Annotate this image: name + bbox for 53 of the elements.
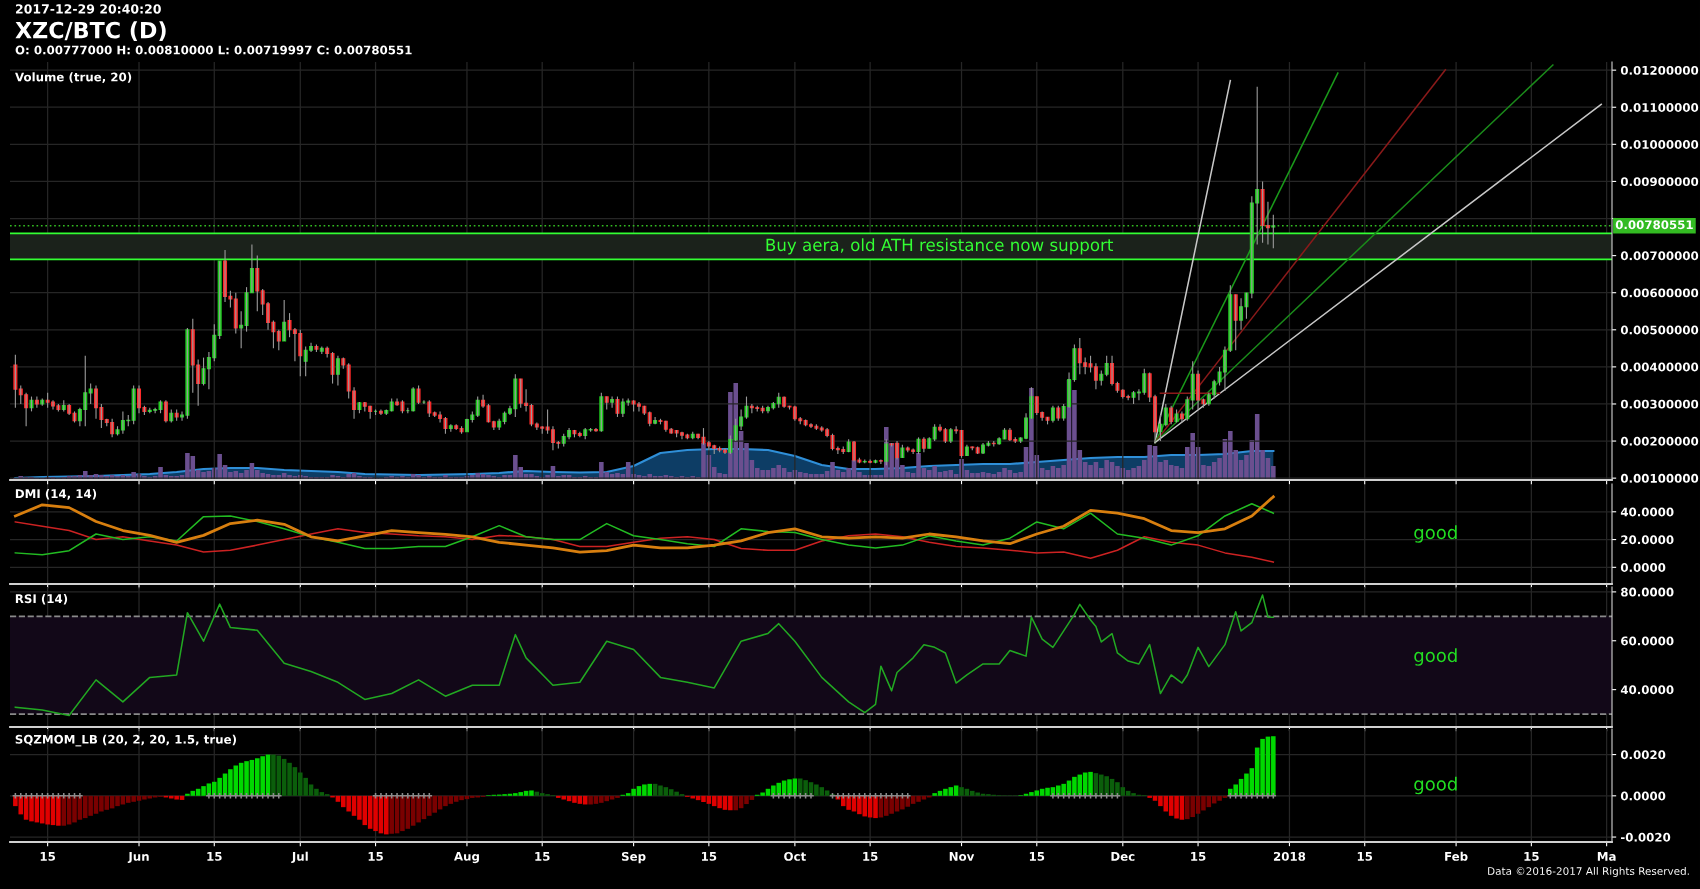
y-tick-label: 0.00100000 (1620, 473, 1699, 483)
y-tick-label: 0.0020 (1620, 750, 1666, 760)
chart-title: Volume (true, 20) (15, 72, 132, 83)
y-tick-label: 0.01000000 (1620, 140, 1699, 149)
chart-title: DMI (14, 14) (15, 489, 97, 500)
y-tick-label: 0.01200000 (1620, 65, 1699, 75)
y-tick-label: 0.00400000 (1620, 362, 1699, 372)
y-tick-label: 40.0000 (1620, 507, 1674, 517)
x-tick-label: 15 (368, 852, 383, 861)
y-tick-label: -0.0020 (1620, 832, 1671, 842)
x-tick-label: Sep (621, 851, 646, 864)
x-tick-label: 15 (863, 852, 878, 861)
y-tick-label: 0.0000 (1620, 563, 1666, 572)
x-tick-label: Dec (1111, 852, 1135, 861)
x-tick-label: Nov (949, 852, 975, 861)
y-tick-label: 0.00300000 (1620, 399, 1699, 409)
x-tick-label: 15 (535, 852, 550, 861)
x-tick-label: Jul (291, 851, 308, 864)
y-tick-label: 0.00600000 (1620, 288, 1699, 298)
text: O: 0.00777000 H: 0.00810000 L: 0.00719997 C: 0.00780551 (15, 45, 412, 55)
text: Data ©2016-2017 All Rights Reserved. (1488, 866, 1689, 878)
x-tick-label: 15 (1191, 852, 1206, 861)
y-tick-label: 0.00700000 (1620, 251, 1699, 261)
x-tick-label: Feb (1445, 851, 1468, 861)
chart-title: SQZMOM_LB (20, 2, 20, 1.5, true) (15, 734, 236, 747)
y-tick-label: 0.00900000 (1620, 177, 1699, 187)
x-tick-label: 15 (1524, 852, 1539, 861)
y-tick-label: 0.00200000 (1620, 436, 1699, 446)
text: 2017-12-29 20:40:20 (15, 4, 161, 14)
band-label: Buy aera, old ATH resistance now support (766, 238, 1114, 255)
annotation: good (1414, 525, 1457, 543)
y-tick-label: 0.00500000 (1620, 325, 1699, 335)
chart-title: XZC/BTC (D) (15, 21, 166, 42)
x-tick-label: Ma (1597, 852, 1616, 861)
text: RSI (14) (15, 594, 68, 605)
x-tick-label: 2018 (1273, 851, 1306, 861)
x-tick-label: Aug (454, 851, 479, 864)
y-tick-label: 80.0000 (1621, 587, 1674, 597)
y-tick-label: 0.01100000 (1620, 102, 1699, 112)
x-tick-label: 15 (1029, 852, 1045, 861)
annotation: good (1414, 648, 1457, 666)
ref-line-label: 0.00780551 (1615, 220, 1693, 230)
x-tick-label: Jun (127, 852, 149, 864)
y-tick-label: 40.0000 (1620, 685, 1674, 695)
y-tick-label: 0.0000 (1620, 791, 1666, 801)
y-tick-label: 20.0000 (1621, 535, 1674, 545)
x-tick-label: 15 (40, 852, 56, 861)
x-tick-label: Oct (784, 851, 806, 861)
x-tick-label: 15 (1357, 852, 1373, 861)
x-tick-label: 15 (207, 852, 222, 861)
annotation: good (1414, 776, 1457, 795)
y-tick-label: 60.0000 (1621, 636, 1674, 646)
x-tick-label: 15 (701, 852, 717, 861)
